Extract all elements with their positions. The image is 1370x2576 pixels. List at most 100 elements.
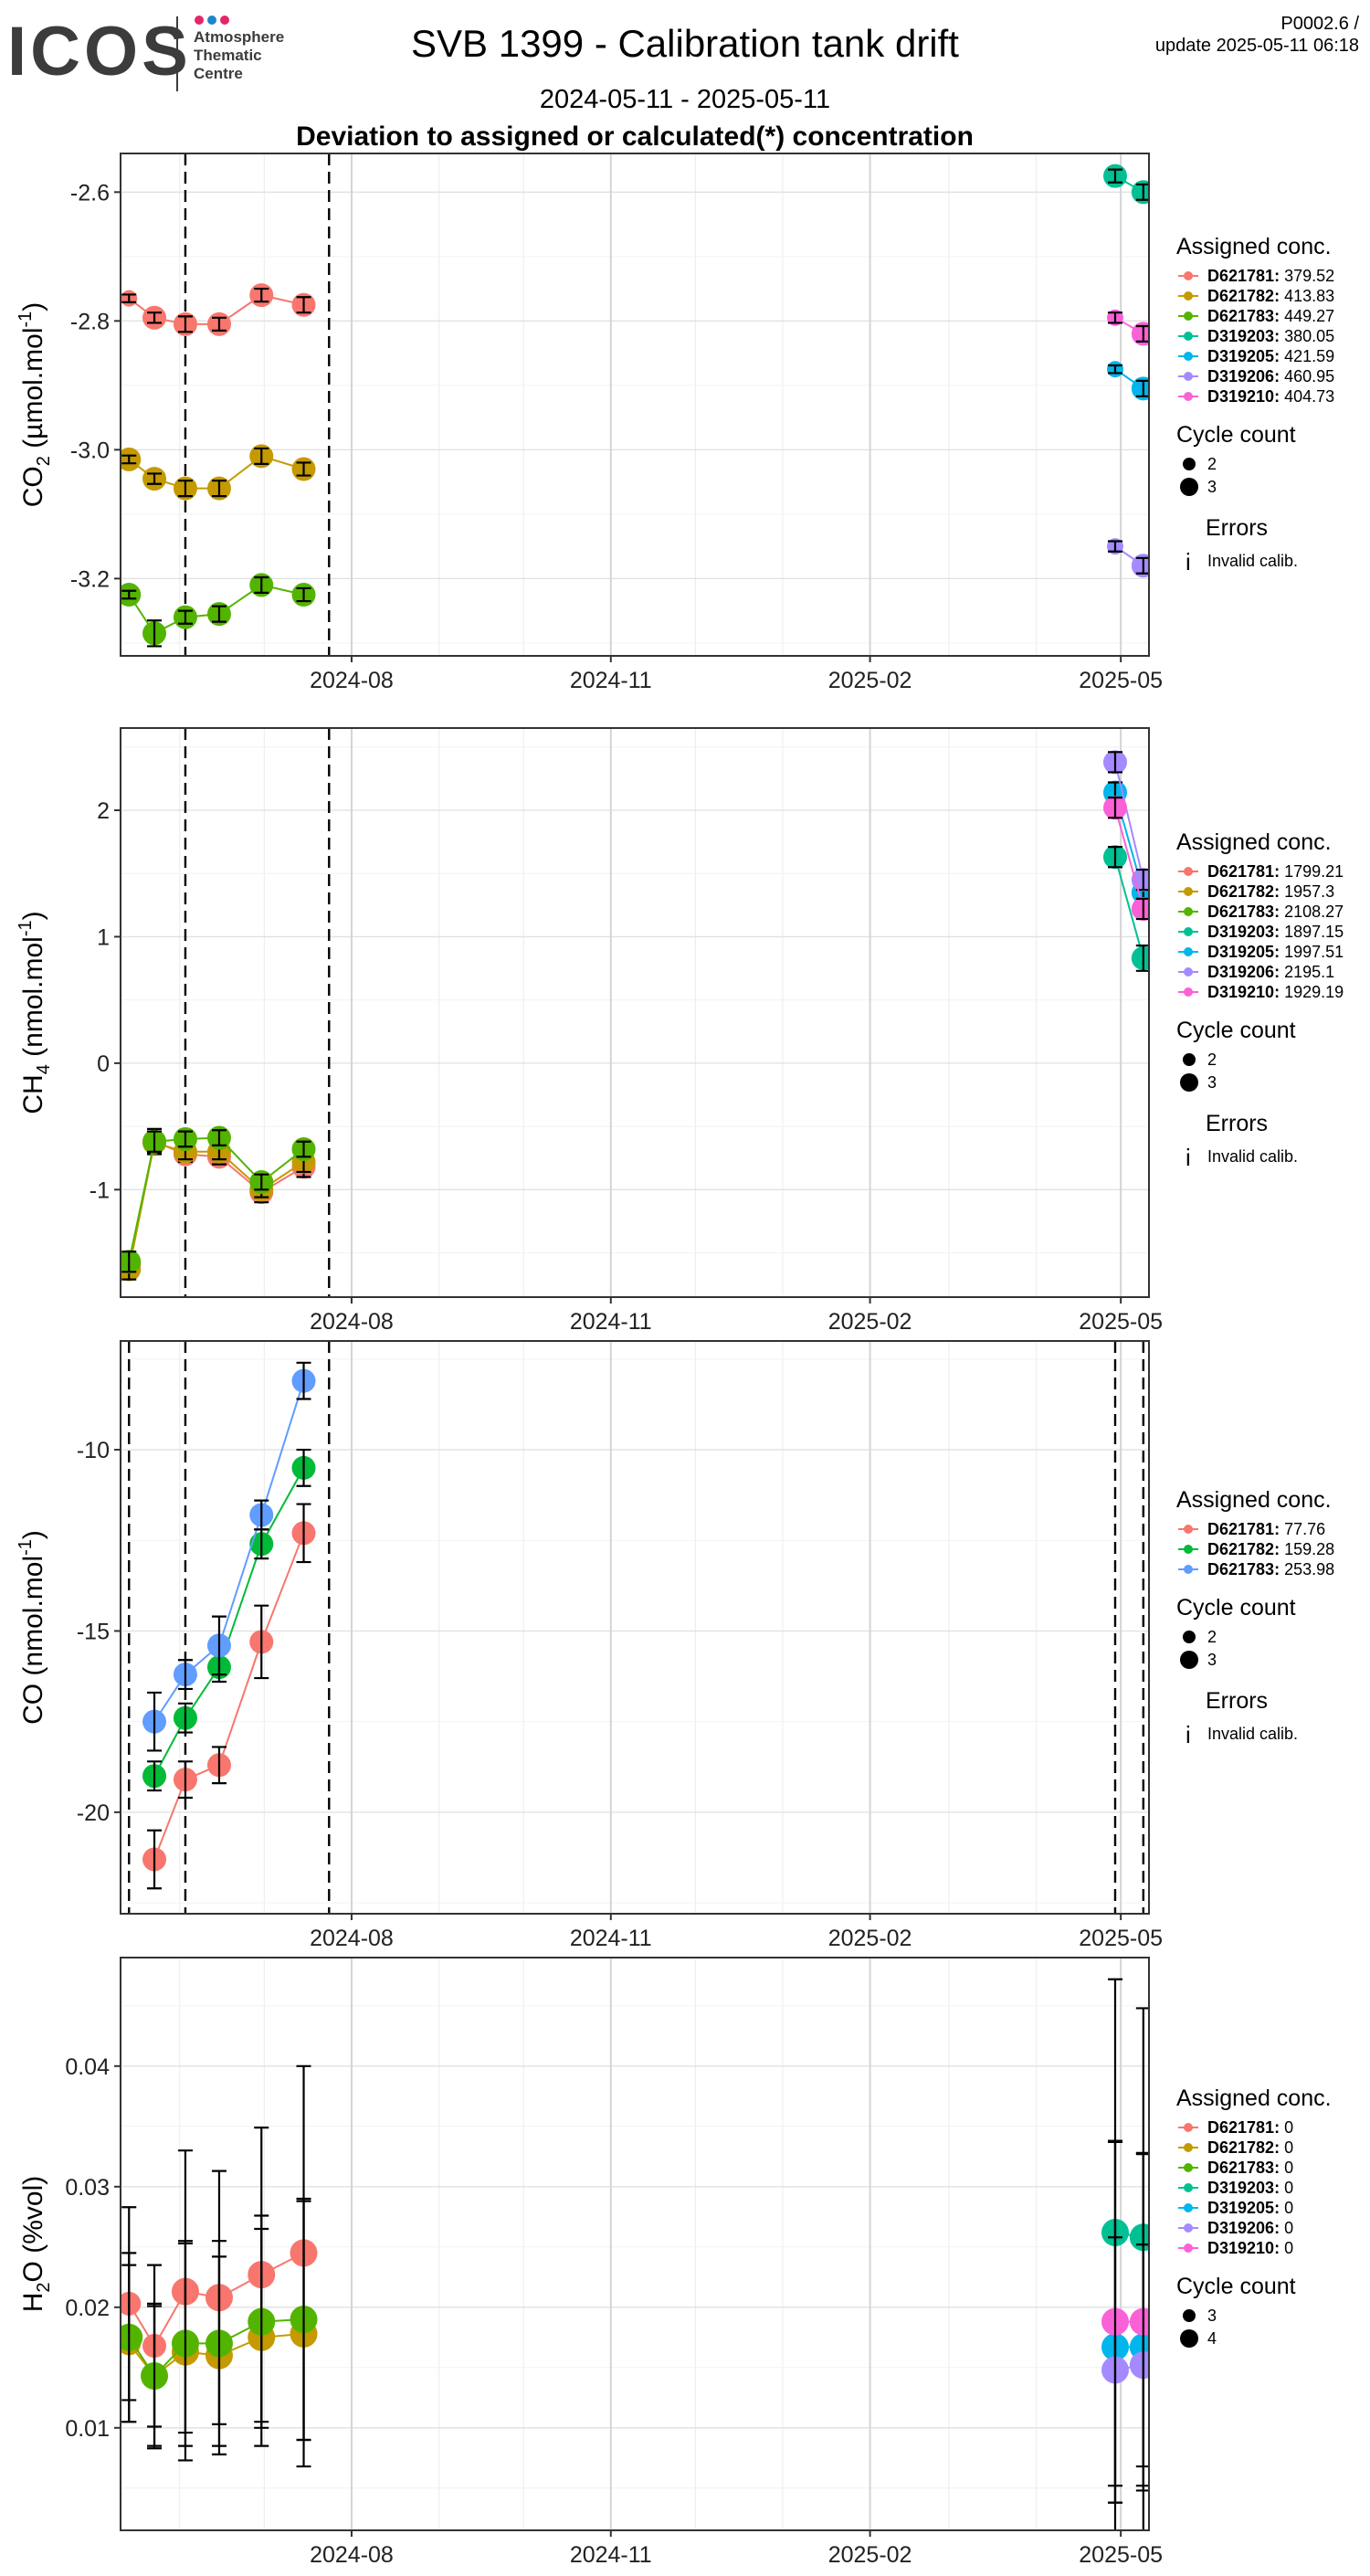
legend-item: D319205: 0 — [1178, 2199, 1293, 2217]
legend-item: D319210: 404.73 — [1178, 387, 1334, 406]
series-D621783 — [142, 1361, 316, 1752]
error-bar — [296, 2197, 311, 2442]
series-D319203 — [1102, 845, 1149, 972]
series-D319206 — [1102, 750, 1149, 892]
legend-label: D621782: 413.83 — [1207, 287, 1334, 305]
error-bar — [1107, 846, 1122, 869]
errors-legend-title: Errors — [1206, 1111, 1268, 1136]
data-point — [1131, 554, 1149, 578]
cycle-legend-title: Cycle count — [1176, 422, 1296, 448]
panel-ch4: 2 1 0 -1 2024-08 2024-11 2025-02 2025-05 CH4​ (n… — [16, 727, 1344, 1335]
data-point — [121, 447, 142, 471]
series-D319210 — [1102, 796, 1149, 921]
error-bar — [1107, 751, 1122, 774]
series-D621782 — [142, 1448, 316, 1792]
series-D621781 — [121, 283, 316, 336]
header: ICOS Atmosphere Thematic Centre SVB 1399… — [7, 13, 1359, 152]
data-point — [121, 2323, 143, 2351]
errors-legend-label: Invalid calib. — [1207, 1147, 1298, 1166]
plot-frame — [120, 153, 1150, 657]
legend-item: D319206: 460.95 — [1178, 367, 1334, 385]
legend-item: D621783: 449.27 — [1178, 307, 1334, 325]
panel-co: -10 -15 -20 2024-08 2024-11 2025-02 2025-05 CO … — [16, 1340, 1334, 1951]
legend-item: D621783: 0 — [1178, 2159, 1293, 2177]
y-tick-label: -1 — [90, 1177, 110, 1203]
logo-text: ICOS — [7, 13, 192, 90]
legend-label: D319206: 2195.1 — [1207, 963, 1334, 981]
y-tick-label: -3.2 — [70, 566, 110, 592]
legend-label: D319203: 1897.15 — [1207, 923, 1344, 941]
x-tick-label: 2025-05 — [1079, 1309, 1163, 1335]
legend-item: D621781: 77.76 — [1178, 1520, 1325, 1538]
version-label: P0002.6 / — [1280, 14, 1359, 34]
legend-label: D319210: 404.73 — [1207, 387, 1334, 406]
error-bar — [254, 447, 269, 465]
legend-item: D621783: 253.98 — [1178, 1560, 1334, 1578]
x-tick-label: 2025-02 — [828, 1309, 912, 1335]
plot-area — [121, 728, 1149, 1297]
y-tick-label: -15 — [77, 1619, 110, 1644]
cycle-legend-title: Cycle count — [1176, 2274, 1296, 2299]
y-axis-label: H2​O (%vol) — [18, 2176, 54, 2312]
data-point — [121, 2291, 142, 2316]
logo-dot-1 — [195, 16, 204, 25]
legend-label: D621781: 0 — [1207, 2118, 1293, 2137]
data-point — [1131, 322, 1149, 346]
error-bar — [296, 586, 311, 603]
error-bar — [147, 619, 163, 648]
date-range: 2024-05-11 - 2025-05-11 — [540, 85, 830, 114]
plot-area — [121, 1341, 1149, 1914]
legend-item: D319206: 0 — [1178, 2219, 1293, 2237]
error-bar — [296, 461, 311, 477]
plot-frame — [120, 1340, 1150, 1915]
data-point — [1131, 945, 1149, 970]
legend-label: D319206: 460.95 — [1207, 367, 1334, 385]
legend-item: D319203: 0 — [1178, 2179, 1293, 2197]
error-bar — [254, 287, 269, 303]
error-bar — [211, 1129, 227, 1146]
series-group — [142, 1361, 316, 1890]
error-bar — [211, 316, 227, 333]
cycle-legend-dot — [1180, 2329, 1198, 2348]
logo-sub-3: Centre — [194, 65, 243, 82]
y-tick-label: -3.0 — [70, 438, 110, 463]
error-bar — [147, 1130, 163, 1153]
error-bar — [177, 480, 193, 498]
data-point — [1131, 896, 1149, 921]
error-bar — [147, 2305, 163, 2447]
legend-item: D621783: 2108.27 — [1178, 903, 1344, 921]
legend-item: D621782: 0 — [1178, 2138, 1293, 2157]
series-line — [1114, 807, 1144, 910]
error-bar — [177, 609, 193, 625]
y-tick-label: -2.8 — [70, 309, 110, 334]
error-bar — [296, 1361, 311, 1400]
x-tick-label: 2024-08 — [310, 668, 394, 693]
grid — [121, 1341, 1149, 1914]
y-tick-label: -2.6 — [70, 180, 110, 206]
legend-label: D319203: 380.05 — [1207, 327, 1334, 345]
y-tick-label: 0.01 — [65, 2416, 110, 2442]
legend-item: D621781: 1799.21 — [1178, 862, 1344, 881]
error-bar — [211, 480, 227, 498]
x-tick-label: 2025-02 — [828, 668, 912, 693]
legend: Assigned conc. D621781: 379.52 D621782: 41… — [1176, 234, 1334, 575]
legend-item: D319203: 380.05 — [1178, 327, 1334, 345]
data-point — [121, 583, 142, 607]
legend-title: Assigned conc. — [1176, 829, 1332, 855]
x-tick-label: 2025-05 — [1079, 1926, 1163, 1951]
error-bar — [1107, 540, 1122, 553]
x-tick-label: 2024-08 — [310, 1926, 394, 1951]
y-tick-label: 0.02 — [65, 2296, 110, 2321]
error-bar — [121, 2252, 137, 2423]
plot-frame — [120, 1957, 1150, 2531]
series-D621783 — [121, 573, 316, 648]
grid — [121, 153, 1149, 656]
cycle-legend-label: 3 — [1207, 478, 1217, 496]
cycle-legend-dot — [1183, 458, 1196, 470]
error-bar — [177, 1760, 193, 1800]
error-bar — [254, 1173, 269, 1191]
cycle-legend-title: Cycle count — [1176, 1595, 1296, 1621]
legend-label: D621782: 159.28 — [1207, 1540, 1334, 1558]
legend-label: D319206: 0 — [1207, 2219, 1293, 2237]
errors-legend-symbol: i — [1186, 548, 1191, 575]
